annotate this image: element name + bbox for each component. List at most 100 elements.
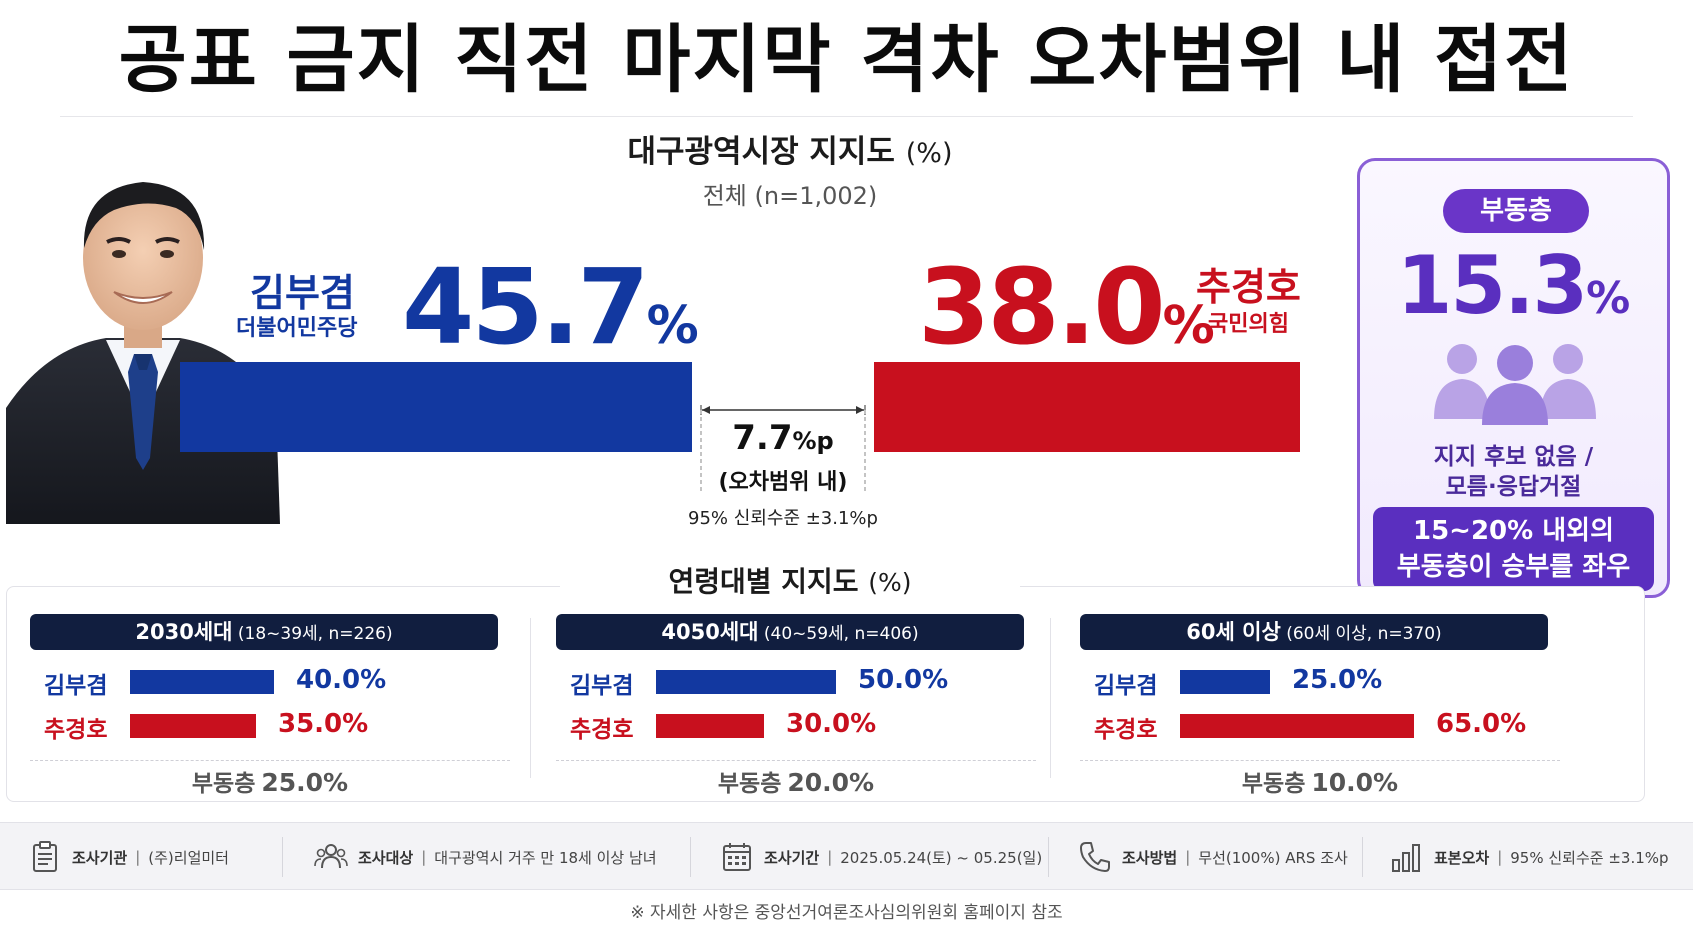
gap-arrow-icon xyxy=(700,405,866,415)
footer-label: 조사기관 xyxy=(72,848,128,867)
age-divider-line xyxy=(556,760,1036,761)
age-bar-value: 40.0% xyxy=(296,665,387,695)
age-group-header: 4050세대 (40~59세, n=406) xyxy=(556,614,1024,650)
main-chart-title-text: 대구광역시장 지지도 xyxy=(627,134,895,170)
footer-divider xyxy=(1362,837,1363,877)
age-series-label: 김부겸 xyxy=(44,673,108,699)
age-bar-value: 25.0% xyxy=(1292,665,1383,695)
footer-item-agency: 조사기관 | (주)리얼미터 xyxy=(28,823,229,891)
main-chart-title: 대구광역시장 지지도 (%) xyxy=(560,126,1020,171)
footer-label: 조사방법 xyxy=(1122,848,1178,867)
clipboard-icon xyxy=(33,841,57,872)
age-bar xyxy=(656,714,764,738)
age-bar xyxy=(656,670,836,694)
age-series-label: 김부겸 xyxy=(1094,673,1158,699)
survey-info-footer: 조사기관 | (주)리얼미터 조사대상 | 대구광역시 거주 만 18세 이상 … xyxy=(0,822,1693,890)
candidate-2-percent-sign: % xyxy=(1162,296,1215,356)
candidate-2-percent: 38.0% xyxy=(918,252,1215,381)
age-divider xyxy=(1050,618,1051,778)
undecided-badge: 부동층 xyxy=(1443,189,1589,233)
age-bar xyxy=(130,670,274,694)
age-bar-value: 30.0% xyxy=(786,709,877,739)
footer-value: 대구광역시 거주 만 18세 이상 남녀 xyxy=(434,848,657,867)
undecided-callout-line-2: 부동층이 승부를 좌우 xyxy=(1396,552,1631,582)
age-undecided-label: 부동층 xyxy=(717,771,782,797)
confidence-level: 95% 신뢰수준 ±3.1%p xyxy=(688,508,878,529)
age-series-label: 김부겸 xyxy=(570,673,634,699)
age-undecided: 부동층 10.0% xyxy=(1080,764,1560,798)
gap-note: (오차범위 내) xyxy=(718,470,848,495)
candidate-1-name: 김부겸 xyxy=(250,271,355,315)
undecided-percent: 15.3% xyxy=(1360,239,1667,332)
age-undecided-label: 부동층 xyxy=(191,771,256,797)
age-undecided: 부동층 20.0% xyxy=(556,764,1036,798)
calendar-icon xyxy=(723,843,751,871)
candidate-1-bar xyxy=(180,362,692,452)
gap-value-number: 7.7 xyxy=(732,418,793,458)
age-group-header: 2030세대 (18~39세, n=226) xyxy=(30,614,498,650)
footer-separator: | xyxy=(1185,848,1191,866)
footer-value: 무선(100%) ARS 조사 xyxy=(1198,848,1348,867)
age-divider-line xyxy=(1080,760,1560,761)
undecided-callout-line-1: 15~20% 내외의 xyxy=(1412,516,1614,546)
footer-separator: | xyxy=(421,848,427,866)
age-chart-title: 연령대별 지지도 (%) xyxy=(560,560,1020,600)
age-group-2030: 2030세대 (18~39세, n=226) 김부겸 40.0% 추경호 35.0% 부동… xyxy=(30,614,530,797)
footer-value: (주)리얼미터 xyxy=(148,848,229,867)
age-chart-title-text: 연령대별 지지도 xyxy=(668,565,859,598)
age-group-60plus: 60세 이상 (60세 이상, n=370) 김부겸 25.0% 추경호 65.0% 부동… xyxy=(1080,614,1580,797)
age-series-label: 추경호 xyxy=(570,717,634,743)
undecided-callout: 15~20% 내외의 부동층이 승부를 좌우 xyxy=(1373,507,1654,591)
headline: 공표 금지 직전 마지막 격차 오차범위 내 접전 xyxy=(118,17,1575,103)
candidate-2-party: 국민의힘 xyxy=(1208,312,1289,337)
main-chart-title-unit: (%) xyxy=(905,138,953,169)
age-bar xyxy=(1180,714,1414,738)
undecided-description-1: 지지 후보 없음 / xyxy=(1433,444,1594,470)
age-bar-value: 50.0% xyxy=(858,665,949,695)
footer-separator: | xyxy=(827,848,833,866)
footer-divider xyxy=(1048,837,1049,877)
phone-icon xyxy=(1080,842,1110,872)
footer-item-method: 조사방법 | 무선(100%) ARS 조사 xyxy=(1078,823,1348,891)
age-bar xyxy=(130,714,256,738)
age-group-name: 2030세대 xyxy=(135,620,233,644)
age-group-sample: (40~59세, n=406) xyxy=(758,624,919,644)
age-undecided-value: 10.0% xyxy=(1311,768,1399,797)
age-divider-line xyxy=(30,760,510,761)
undecided-percent-value: 15.3 xyxy=(1396,239,1588,332)
age-group-sample: (18~39세, n=226) xyxy=(232,624,393,644)
footer-item-period: 조사기간 | 2025.05.24(토) ~ 05.25(일) xyxy=(720,823,1042,891)
age-undecided-value: 25.0% xyxy=(261,768,349,797)
candidate-1-percent-sign: % xyxy=(646,296,699,356)
footer-separator: | xyxy=(1497,848,1503,866)
footer-label: 조사대상 xyxy=(358,848,414,867)
main-chart-subtitle: 전체 (n=1,002) xyxy=(702,182,878,210)
age-series-label: 추경호 xyxy=(1094,717,1158,743)
age-series-label: 추경호 xyxy=(44,717,108,743)
headline-divider xyxy=(60,116,1633,117)
people-group-icon xyxy=(1434,344,1596,425)
undecided-panel: 부동층 15.3% 지지 후보 없음 / 모름·응답거절 15~20% 내외의 … xyxy=(1357,158,1670,598)
footer-label: 표본오차 xyxy=(1434,848,1490,867)
footer-item-target: 조사대상 | 대구광역시 거주 만 18세 이상 남녀 xyxy=(314,823,657,891)
age-group-4050: 4050세대 (40~59세, n=406) 김부겸 50.0% 추경호 30.0% 부동… xyxy=(556,614,1056,797)
age-undecided-label: 부동층 xyxy=(1241,771,1306,797)
footer-item-error: 표본오차 | 95% 신뢰수준 ±3.1%p xyxy=(1390,823,1669,891)
candidate-1-percent-value: 45.7 xyxy=(402,246,650,368)
footer-label: 조사기간 xyxy=(764,848,820,867)
gap-value-unit: %p xyxy=(792,427,834,455)
age-bar-value: 35.0% xyxy=(278,709,369,739)
people-icon xyxy=(314,844,348,869)
age-group-header: 60세 이상 (60세 이상, n=370) xyxy=(1080,614,1548,650)
candidate-2-bar xyxy=(874,362,1300,452)
age-undecided: 부동층 25.0% xyxy=(30,764,510,798)
footer-divider xyxy=(282,837,283,877)
age-divider xyxy=(530,618,531,778)
age-group-name: 4050세대 xyxy=(661,620,759,644)
bar-chart-icon xyxy=(1392,844,1420,872)
gap-value: 7.7%p xyxy=(700,418,866,458)
age-chart-title-unit: (%) xyxy=(868,568,912,597)
age-bar-value: 65.0% xyxy=(1436,709,1527,739)
footer-separator: | xyxy=(135,848,141,866)
candidate-2-name: 추경호 xyxy=(1196,265,1301,309)
